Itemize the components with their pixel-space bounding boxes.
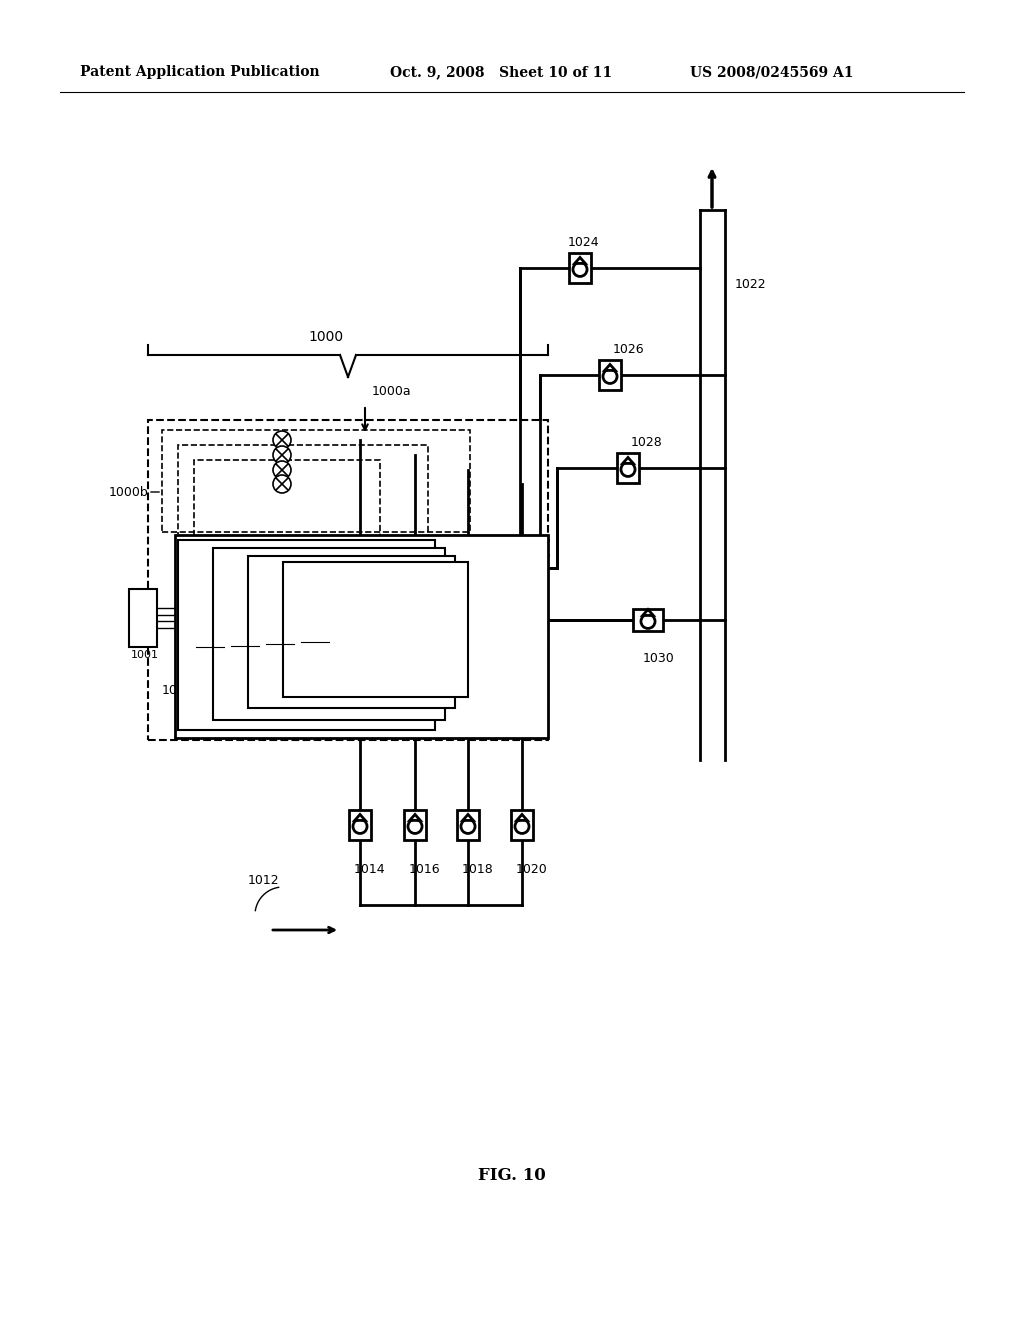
Text: 1012: 1012 <box>248 874 280 887</box>
Polygon shape <box>623 458 633 463</box>
Circle shape <box>515 820 529 833</box>
Text: 1022: 1022 <box>735 279 767 292</box>
Bar <box>213 548 445 719</box>
Circle shape <box>408 820 422 833</box>
Bar <box>404 810 426 840</box>
Text: 1016: 1016 <box>409 863 440 876</box>
Bar <box>129 589 157 647</box>
Text: US 2008/0245569 A1: US 2008/0245569 A1 <box>690 65 853 79</box>
Text: Oct. 9, 2008   Sheet 10 of 11: Oct. 9, 2008 Sheet 10 of 11 <box>390 65 612 79</box>
Bar <box>599 360 621 389</box>
Text: 1024: 1024 <box>568 236 600 249</box>
Bar <box>569 253 591 282</box>
Polygon shape <box>354 814 366 821</box>
Text: 1000: 1000 <box>308 330 343 345</box>
Text: 1008: 1008 <box>301 628 333 642</box>
Bar <box>194 459 380 557</box>
Circle shape <box>573 263 587 276</box>
Text: 1001: 1001 <box>131 649 159 660</box>
Bar <box>178 445 428 546</box>
Circle shape <box>273 475 291 492</box>
Circle shape <box>353 820 367 833</box>
Bar <box>248 556 455 708</box>
Text: 1030: 1030 <box>643 652 675 665</box>
Text: 1004: 1004 <box>231 632 263 645</box>
Text: 1006: 1006 <box>266 631 298 644</box>
Text: 1003: 1003 <box>162 684 194 697</box>
Text: 1002: 1002 <box>196 634 228 647</box>
Bar <box>457 810 479 840</box>
Polygon shape <box>517 814 527 821</box>
Polygon shape <box>463 814 473 821</box>
Text: 1000a: 1000a <box>372 385 412 399</box>
Polygon shape <box>574 257 586 264</box>
Circle shape <box>641 614 655 628</box>
Bar <box>511 810 534 840</box>
Bar <box>633 609 663 631</box>
Circle shape <box>461 820 475 833</box>
Circle shape <box>273 446 291 465</box>
Polygon shape <box>605 364 615 371</box>
Text: Patent Application Publication: Patent Application Publication <box>80 65 319 79</box>
Circle shape <box>273 461 291 479</box>
Text: FIG. 10: FIG. 10 <box>478 1167 546 1184</box>
Polygon shape <box>410 814 420 821</box>
Circle shape <box>621 462 635 477</box>
Text: 1026: 1026 <box>613 343 645 356</box>
Text: 1028: 1028 <box>631 436 663 449</box>
Bar <box>178 540 435 730</box>
Bar <box>283 562 468 697</box>
Bar <box>162 430 470 532</box>
Circle shape <box>273 432 291 449</box>
Polygon shape <box>643 610 653 615</box>
Bar <box>349 810 371 840</box>
Bar <box>148 420 548 741</box>
Text: 1000b: 1000b <box>109 486 148 499</box>
Text: 1018: 1018 <box>462 863 494 876</box>
Text: 1014: 1014 <box>354 863 386 876</box>
Bar <box>175 535 548 738</box>
Bar <box>617 453 639 483</box>
Text: 1020: 1020 <box>516 863 548 876</box>
Circle shape <box>603 370 617 383</box>
